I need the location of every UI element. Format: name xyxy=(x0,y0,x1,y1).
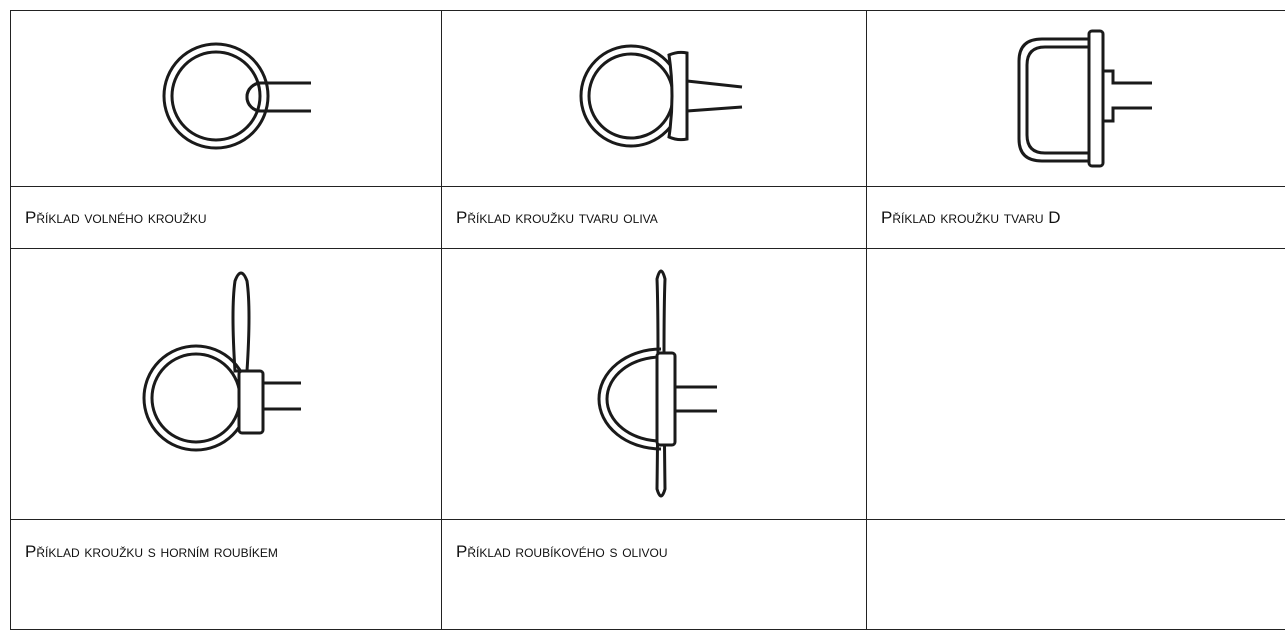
eggbutt-icon xyxy=(442,11,866,186)
d-ring-icon xyxy=(867,11,1285,186)
bit-table: Příklad volného kroužku Příklad kroužku … xyxy=(10,10,1285,630)
full-cheek-icon xyxy=(442,249,866,519)
image-cell xyxy=(11,11,442,187)
empty-cell xyxy=(867,520,1285,630)
loose-ring-icon xyxy=(11,11,441,186)
image-cell xyxy=(442,11,867,187)
caption: Příklad kroužku tvaru D xyxy=(867,187,1285,249)
empty-cell xyxy=(867,249,1285,520)
caption: Příklad kroužku tvaru oliva xyxy=(442,187,867,249)
image-cell xyxy=(442,249,867,520)
image-cell xyxy=(867,11,1285,187)
top-cheek-icon xyxy=(11,249,441,519)
page: {"table": {"captions": ["Příklad volného… xyxy=(0,0,1285,606)
caption: Příklad roubíkového s olivou xyxy=(442,520,867,630)
caption: Příklad kroužku s horním roubíkem xyxy=(25,534,345,570)
caption-cell: Příklad kroužku s horním roubíkem xyxy=(11,520,442,630)
image-cell xyxy=(11,249,442,520)
caption: Příklad volného kroužku xyxy=(11,187,442,249)
